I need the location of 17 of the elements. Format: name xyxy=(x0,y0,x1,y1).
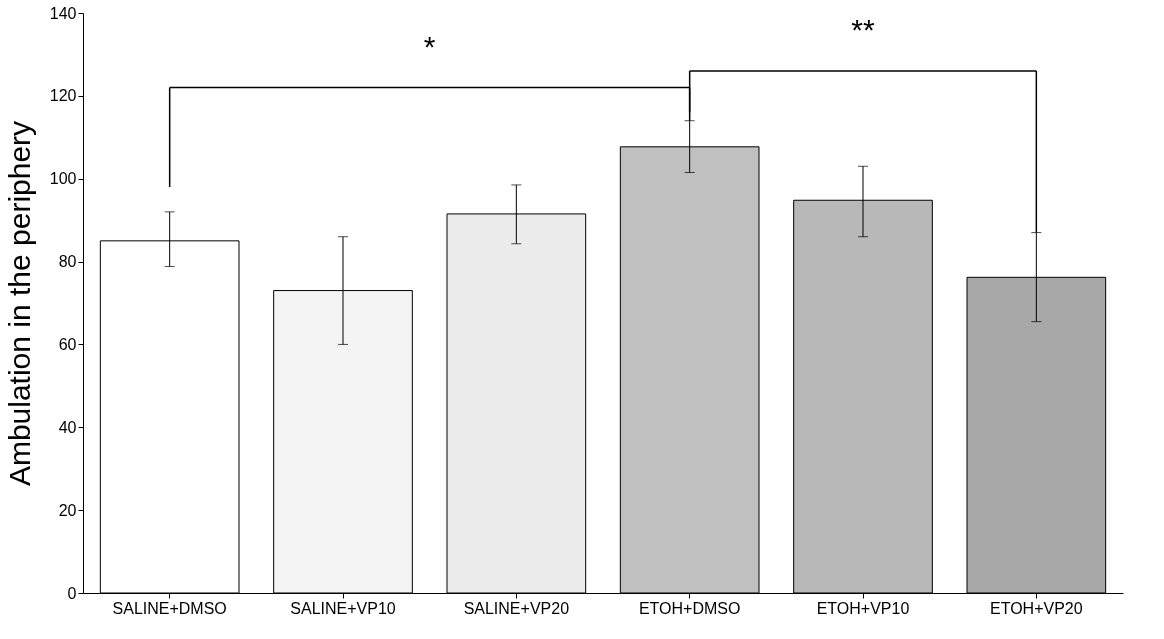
y-axis-title: Ambulation in the periphery xyxy=(2,120,36,487)
y-tick-label: 80 xyxy=(58,253,77,271)
x-tick-label: SALINE+DMSO xyxy=(112,599,227,617)
y-tick-label: 100 xyxy=(49,170,77,188)
x-tick-label: ETOH+VP10 xyxy=(816,599,910,617)
x-tick-label: SALINE+VP20 xyxy=(463,599,570,617)
y-tick-label: 20 xyxy=(58,501,77,519)
annotation: * xyxy=(423,29,436,63)
y-tick-label: 60 xyxy=(58,335,77,353)
x-tick-label: ETOH+VP20 xyxy=(990,599,1083,617)
y-tick-label: 40 xyxy=(58,418,77,436)
x-tick-label: SALINE+VP10 xyxy=(290,599,396,617)
y-tick-label: 0 xyxy=(67,584,77,602)
y-tick-label: 120 xyxy=(49,87,77,105)
x-tick-label: ETOH+DMSO xyxy=(638,599,741,617)
annotation: ** xyxy=(851,13,875,47)
y-tick-label: 140 xyxy=(49,4,77,22)
